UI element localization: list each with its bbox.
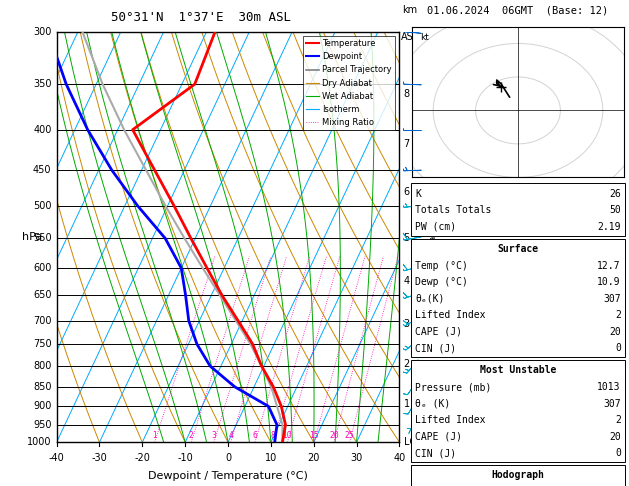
Text: 2: 2 — [404, 359, 409, 369]
Text: 3: 3 — [404, 318, 409, 329]
Text: 3: 3 — [418, 316, 424, 325]
Text: Dewpoint / Temperature (°C): Dewpoint / Temperature (°C) — [148, 471, 308, 481]
Text: 4: 4 — [418, 263, 424, 273]
Text: 350: 350 — [33, 79, 52, 89]
Text: 2: 2 — [189, 431, 194, 440]
Text: θₑ (K): θₑ (K) — [415, 399, 450, 409]
Text: 600: 600 — [33, 263, 52, 273]
Text: 6: 6 — [253, 431, 257, 440]
Text: 500: 500 — [33, 201, 52, 211]
Text: 750: 750 — [33, 339, 52, 349]
Text: 650: 650 — [33, 290, 52, 300]
Text: 307: 307 — [603, 294, 621, 304]
Text: 950: 950 — [33, 420, 52, 430]
Text: 25: 25 — [345, 431, 354, 440]
Text: 300: 300 — [33, 27, 52, 36]
Text: 4: 4 — [228, 431, 233, 440]
Text: 10: 10 — [265, 452, 277, 463]
Text: 20: 20 — [609, 432, 621, 442]
Text: 400: 400 — [33, 125, 52, 135]
Text: 850: 850 — [33, 382, 52, 392]
Text: LCL: LCL — [404, 437, 421, 447]
Legend: Temperature, Dewpoint, Parcel Trajectory, Dry Adiabat, Wet Adiabat, Isotherm, Mi: Temperature, Dewpoint, Parcel Trajectory… — [303, 36, 395, 130]
Text: Mixing Ratio (g/kg): Mixing Ratio (g/kg) — [429, 194, 438, 280]
Text: 10.9: 10.9 — [598, 277, 621, 287]
Text: 8: 8 — [270, 431, 276, 440]
Text: 4: 4 — [404, 277, 409, 286]
Text: Totals Totals: Totals Totals — [415, 205, 491, 215]
Text: 20: 20 — [308, 452, 320, 463]
Text: 2: 2 — [615, 415, 621, 425]
Text: -10: -10 — [177, 452, 193, 463]
Text: Temp (°C): Temp (°C) — [415, 260, 468, 271]
Text: 2: 2 — [418, 362, 424, 371]
Text: 6: 6 — [404, 187, 409, 197]
Text: -40: -40 — [48, 452, 65, 463]
Text: 20: 20 — [329, 431, 339, 440]
Text: 700: 700 — [33, 315, 52, 326]
Text: 450: 450 — [33, 165, 52, 175]
Text: 26: 26 — [609, 189, 621, 199]
Text: © weatheronline.co.uk: © weatheronline.co.uk — [459, 469, 572, 479]
Text: 5: 5 — [404, 233, 409, 243]
Text: Most Unstable: Most Unstable — [480, 365, 556, 376]
Text: 1: 1 — [418, 402, 424, 411]
Text: 20: 20 — [609, 327, 621, 337]
Text: CAPE (J): CAPE (J) — [415, 432, 462, 442]
Text: 0: 0 — [615, 343, 621, 353]
Text: 0: 0 — [225, 452, 231, 463]
Text: km: km — [402, 5, 417, 15]
Text: ASL: ASL — [401, 32, 419, 42]
Text: 550: 550 — [33, 233, 52, 243]
Text: Dewp (°C): Dewp (°C) — [415, 277, 468, 287]
Text: 30: 30 — [350, 452, 363, 463]
Text: Surface: Surface — [498, 244, 538, 254]
Text: 5: 5 — [418, 227, 424, 237]
Text: 3: 3 — [211, 431, 216, 440]
Text: kt: kt — [420, 34, 430, 42]
Text: 12.7: 12.7 — [598, 260, 621, 271]
Text: 307: 307 — [603, 399, 621, 409]
Text: 1013: 1013 — [598, 382, 621, 392]
Text: 40: 40 — [393, 452, 406, 463]
Text: CIN (J): CIN (J) — [415, 343, 456, 353]
Text: Lifted Index: Lifted Index — [415, 310, 486, 320]
Text: 15: 15 — [309, 431, 319, 440]
Text: 0: 0 — [615, 448, 621, 458]
Text: hPa: hPa — [23, 232, 43, 242]
Text: 2: 2 — [615, 310, 621, 320]
Text: 1000: 1000 — [27, 437, 52, 447]
Text: 900: 900 — [33, 401, 52, 411]
Text: PW (cm): PW (cm) — [415, 222, 456, 232]
Text: CAPE (J): CAPE (J) — [415, 327, 462, 337]
Text: 50°31'N  1°37'E  30m ASL: 50°31'N 1°37'E 30m ASL — [111, 11, 291, 23]
Text: 7: 7 — [404, 139, 409, 149]
Text: 1: 1 — [404, 399, 409, 409]
Text: CIN (J): CIN (J) — [415, 448, 456, 458]
Text: -20: -20 — [135, 452, 150, 463]
Text: 1: 1 — [152, 431, 157, 440]
Text: Hodograph: Hodograph — [491, 470, 545, 481]
Text: θₑ(K): θₑ(K) — [415, 294, 445, 304]
Text: 800: 800 — [33, 361, 52, 371]
Text: Pressure (mb): Pressure (mb) — [415, 382, 491, 392]
Text: 50: 50 — [609, 205, 621, 215]
Text: -30: -30 — [92, 452, 108, 463]
Text: Lifted Index: Lifted Index — [415, 415, 486, 425]
Text: 10: 10 — [282, 431, 292, 440]
Text: 2.19: 2.19 — [598, 222, 621, 232]
Text: K: K — [415, 189, 421, 199]
Text: 01.06.2024  06GMT  (Base: 12): 01.06.2024 06GMT (Base: 12) — [426, 6, 608, 16]
Text: 8: 8 — [404, 89, 409, 99]
